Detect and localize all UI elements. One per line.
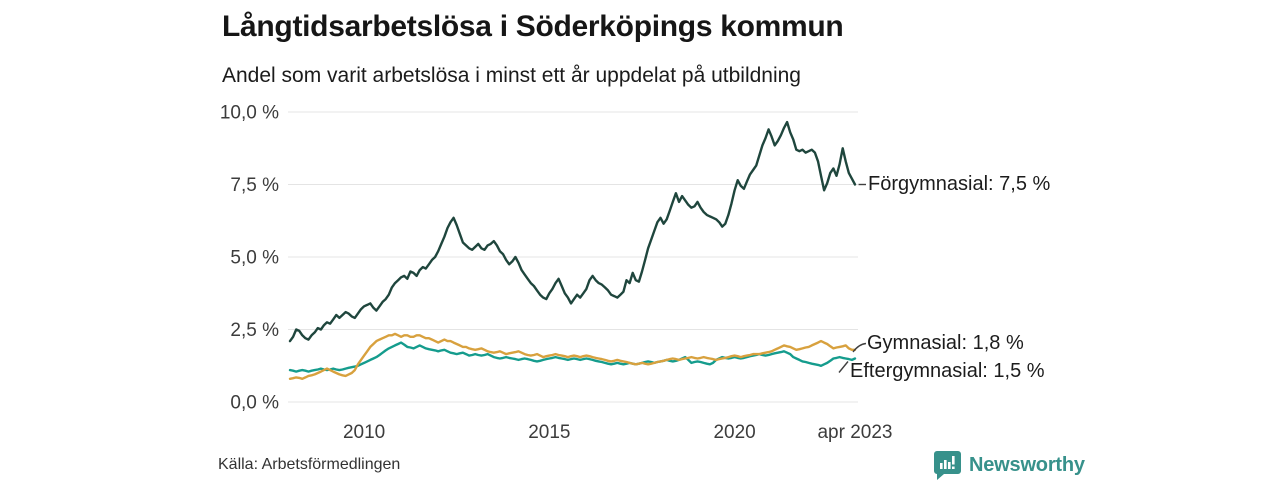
- y-axis-tick-label: 10,0 %: [220, 103, 279, 124]
- label-connector: [838, 361, 849, 373]
- newsworthy-logo: Newsworthy: [934, 450, 1085, 480]
- y-axis-tick-label: 2,5 %: [230, 320, 279, 341]
- series-line-gymnasial: [288, 332, 857, 380]
- newsworthy-wordmark: Newsworthy: [969, 453, 1085, 476]
- label-connector: [852, 342, 867, 353]
- bar-chart-speech-bubble-icon: [934, 451, 961, 480]
- series-end-label-forgymnasial: Förgymnasial: 7,5 %: [868, 173, 1051, 195]
- x-axis-tick-label: 2020: [713, 422, 755, 443]
- series-end-label-gymnasial: Gymnasial: 1,8 %: [867, 332, 1024, 354]
- series-end-label-eftergymnasial: Eftergymnasial: 1,5 %: [850, 360, 1045, 382]
- source-note: Källa: Arbetsförmedlingen: [218, 456, 401, 473]
- x-axis-tick-label: 2015: [528, 422, 570, 443]
- chart-title: Långtidsarbetslösa i Söderköpings kommun: [222, 10, 844, 43]
- series-line-forgymnasial: [288, 120, 857, 343]
- y-axis-tick-label: 5,0 %: [230, 248, 279, 269]
- x-axis-tick-label: 2010: [343, 422, 385, 443]
- y-axis-tick-label: 0,0 %: [230, 393, 279, 414]
- x-axis-tick-label: apr 2023: [817, 422, 892, 443]
- y-axis-tick-label: 7,5 %: [230, 175, 279, 196]
- chart-subtitle: Andel som varit arbetslösa i minst ett å…: [222, 64, 801, 87]
